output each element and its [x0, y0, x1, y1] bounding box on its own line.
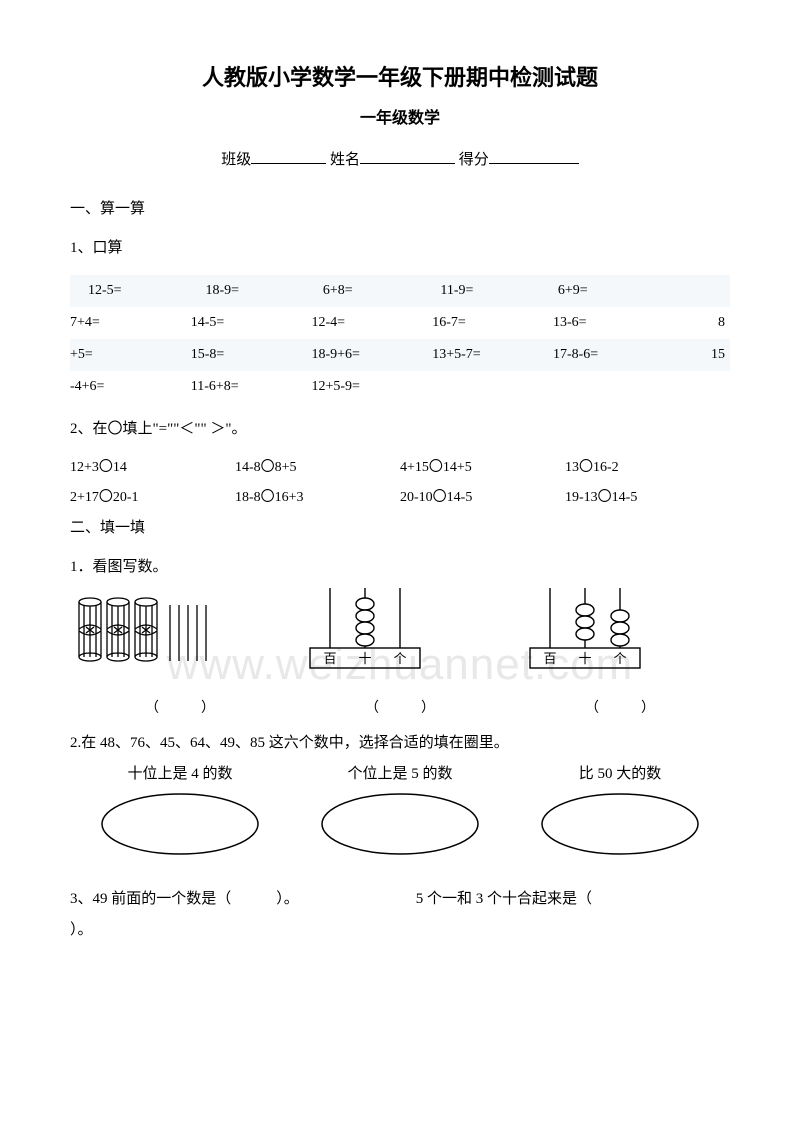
circle-labels-row: 十位上是 4 的数 个位上是 5 的数 比 50 大的数	[70, 762, 730, 783]
section1-title: 一、算一算	[70, 197, 730, 218]
math-cell: 15	[656, 347, 730, 363]
compare-cell: 20-10〇14-5	[400, 486, 565, 506]
math-cell: 14-5=	[173, 315, 294, 331]
math-cell: 6+9=	[540, 283, 657, 299]
math-cell	[414, 379, 535, 395]
abacus-label: 百	[543, 651, 556, 666]
name-label: 姓名	[330, 152, 360, 168]
page-subtitle: 一年级数学	[70, 104, 730, 128]
blank-cell: （ ）	[510, 697, 730, 717]
figures-row: 百 十 个 百 十 个	[70, 586, 730, 671]
ellipses-row	[70, 789, 730, 859]
math-cell: 16-7=	[414, 315, 535, 331]
compare-cell: 19-13〇14-5	[565, 486, 730, 506]
math-row: 12-5= 18-9= 6+8= 11-9= 6+9=	[70, 275, 730, 307]
q3-left: 3、49 前面的一个数是（ ）。	[70, 887, 416, 908]
math-row: +5= 15-8= 18-9+6= 13+5-7= 17-8-6= 15	[70, 339, 730, 371]
math-rows: 12-5= 18-9= 6+8= 11-9= 6+9= 7+4= 14-5= 1…	[70, 275, 730, 403]
math-cell: 8	[656, 315, 730, 331]
math-row: -4+6= 11-6+8= 12+5-9=	[70, 371, 730, 403]
q2-2-text: 2.在 48、76、45、64、49、85 这六个数中，选择合适的填在圈里。	[70, 731, 730, 752]
blank-cell: （ ）	[290, 697, 510, 717]
ellipse-shape	[95, 789, 265, 859]
math-cell: 12-5=	[70, 283, 187, 299]
q3-end: ）。	[70, 918, 730, 939]
q2-1-label: 1．看图写数。	[70, 555, 730, 576]
q2-label: 2、在〇填上"=""＜"" ＞"。	[70, 417, 730, 438]
abacus-label: 个	[613, 651, 626, 666]
abacus2-figure: 百 十 个	[510, 586, 730, 671]
compare-cell: 4+15〇14+5	[400, 456, 565, 476]
abacus-label: 百	[323, 651, 336, 666]
circle-label: 个位上是 5 的数	[290, 762, 510, 783]
bundles-figure	[70, 591, 290, 671]
math-cell: 13+5-7=	[414, 347, 535, 363]
compare-cell: 14-8〇8+5	[235, 456, 400, 476]
math-cell: 12+5-9=	[293, 379, 414, 395]
math-cell: 15-8=	[173, 347, 294, 363]
math-cell	[535, 379, 656, 395]
abacus1-figure: 百 十 个	[290, 586, 510, 671]
q3-row: 3、49 前面的一个数是（ ）。 5 个一和 3 个十合起来是（	[70, 887, 730, 908]
blank-cell: （ ）	[70, 697, 290, 717]
math-cell: -4+6=	[70, 379, 173, 395]
ellipse-shape	[535, 789, 705, 859]
abacus-label: 十	[358, 651, 371, 666]
math-cell	[656, 379, 730, 395]
compare-cell: 13〇16-2	[565, 456, 730, 476]
math-row: 7+4= 14-5= 12-4= 16-7= 13-6= 8	[70, 307, 730, 339]
math-cell: 11-6+8=	[173, 379, 294, 395]
math-cell: 7+4=	[70, 315, 173, 331]
compare-row: 2+17〇20-1 18-8〇16+3 20-10〇14-5 19-13〇14-…	[70, 486, 730, 506]
header-fields: 班级 姓名 得分	[70, 148, 730, 169]
math-cell: 18-9+6=	[293, 347, 414, 363]
abacus-label: 个	[393, 651, 406, 666]
math-cell: 17-8-6=	[535, 347, 656, 363]
compare-cell: 2+17〇20-1	[70, 486, 235, 506]
math-cell: 11-9=	[422, 283, 539, 299]
section2-title: 二、填一填	[70, 516, 730, 537]
math-cell	[657, 283, 730, 299]
ellipse-shape	[315, 789, 485, 859]
circle-label: 比 50 大的数	[510, 762, 730, 783]
class-label: 班级	[221, 152, 251, 168]
compare-rows: 12+3〇14 14-8〇8+5 4+15〇14+5 13〇16-2 2+17〇…	[70, 456, 730, 506]
score-label: 得分	[459, 152, 489, 168]
q3-right: 5 个一和 3 个十合起来是（	[416, 887, 730, 908]
math-cell: 18-9=	[187, 283, 304, 299]
compare-cell: 12+3〇14	[70, 456, 235, 476]
math-cell: 13-6=	[535, 315, 656, 331]
abacus-label: 十	[578, 651, 591, 666]
compare-cell: 18-8〇16+3	[235, 486, 400, 506]
page-title: 人教版小学数学一年级下册期中检测试题	[70, 60, 730, 92]
circle-label: 十位上是 4 的数	[70, 762, 290, 783]
name-blank	[360, 148, 455, 164]
math-cell: 12-4=	[293, 315, 414, 331]
compare-row: 12+3〇14 14-8〇8+5 4+15〇14+5 13〇16-2	[70, 456, 730, 476]
class-blank	[251, 148, 326, 164]
math-cell: 6+8=	[305, 283, 422, 299]
score-blank	[489, 148, 579, 164]
q1-label: 1、口算	[70, 236, 730, 257]
blanks-row: （ ） （ ） （ ）	[70, 697, 730, 717]
math-cell: +5=	[70, 347, 173, 363]
